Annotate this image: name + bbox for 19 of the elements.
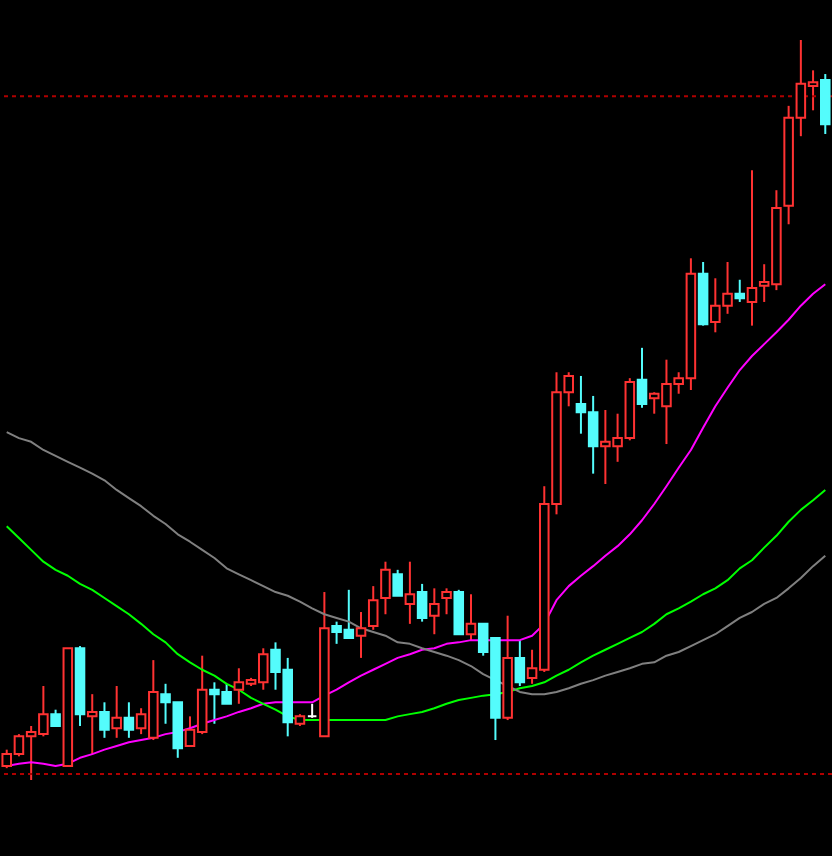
candlestick [380, 560, 391, 616]
candlestick [636, 346, 648, 409]
candlestick [86, 693, 98, 756]
candlestick [465, 593, 477, 642]
candlestick [99, 701, 110, 739]
candlestick [734, 278, 746, 303]
candlestick [416, 582, 428, 623]
candlestick [404, 560, 416, 625]
candlestick [355, 611, 367, 659]
candlestick [111, 685, 122, 739]
candlestick [367, 585, 379, 631]
candlestick [453, 588, 465, 636]
candlestick [392, 568, 403, 597]
candlestick [123, 701, 135, 739]
candlestick [514, 639, 526, 688]
candlestick [820, 73, 831, 135]
candlestick [746, 169, 758, 327]
candlestick [441, 587, 452, 616]
candlestick [429, 587, 440, 636]
